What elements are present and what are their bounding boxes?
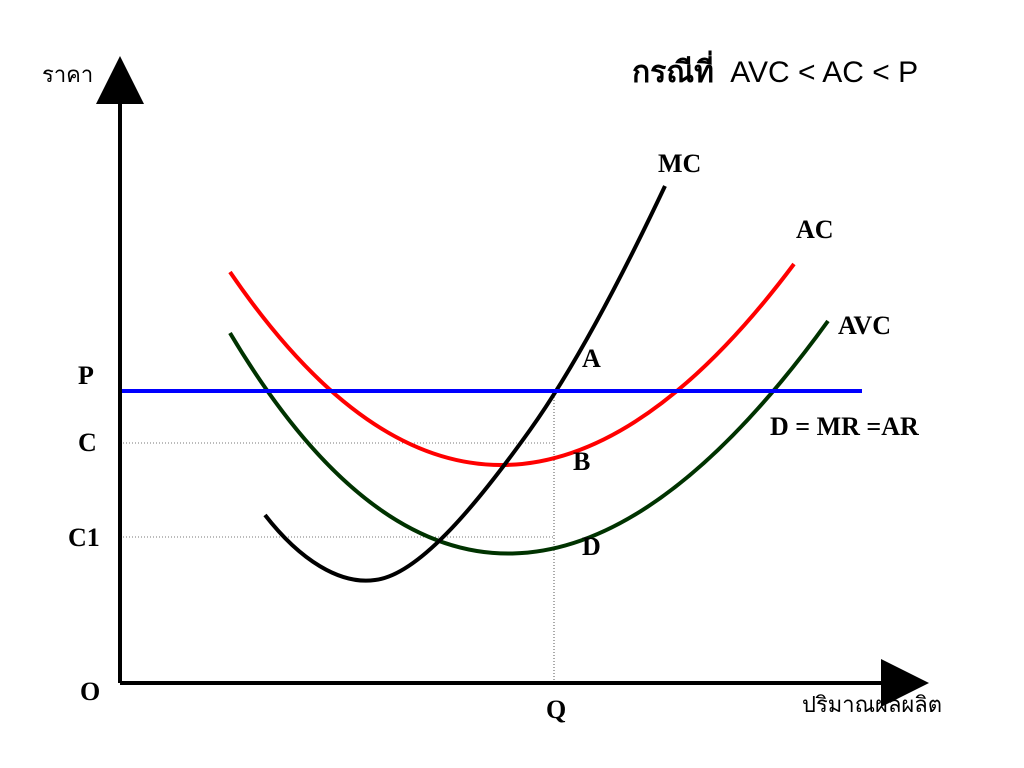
mc-label: MC — [658, 149, 701, 178]
point-label-d: D — [582, 532, 601, 561]
price-label-c1: C1 — [68, 523, 100, 552]
demand-label: D = MR =AR — [770, 412, 919, 441]
x-axis-label: ปริมาณผลผลิต — [802, 692, 942, 717]
ac-label: AC — [796, 215, 834, 244]
point-label-b: B — [573, 447, 590, 476]
ac-curve — [228, 262, 796, 467]
origin-label: O — [80, 677, 100, 706]
quantity-label-q: Q — [546, 695, 566, 724]
avc-curve — [228, 319, 830, 556]
price-label-c: C — [78, 428, 97, 457]
diagram-title: กรณีที่ AVC < AC < P — [632, 50, 918, 89]
y-axis-label: ราคา — [42, 62, 93, 87]
mc-curve — [263, 185, 667, 583]
title-thai: กรณีที่ — [632, 50, 714, 89]
avc-label: AVC — [838, 311, 891, 340]
price-label-p: P — [78, 361, 94, 390]
title-inequality: AVC < AC < P — [730, 56, 918, 89]
point-label-a: A — [582, 344, 601, 373]
